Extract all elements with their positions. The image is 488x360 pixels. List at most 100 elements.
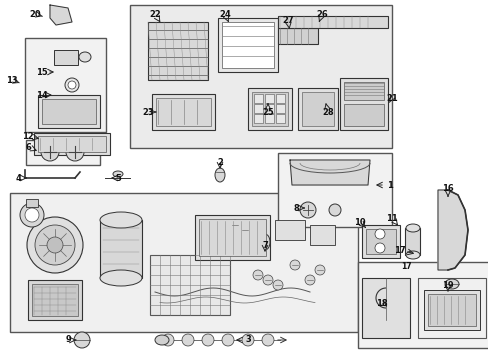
Ellipse shape (374, 243, 384, 253)
Bar (156, 98, 210, 126)
Text: 1: 1 (386, 180, 392, 189)
Text: 4: 4 (15, 174, 21, 183)
Bar (264, 94, 273, 103)
Ellipse shape (162, 334, 174, 346)
Ellipse shape (20, 203, 44, 227)
Bar (309, 225, 334, 245)
Text: 14: 14 (36, 90, 48, 99)
Ellipse shape (113, 171, 123, 177)
Text: 21: 21 (386, 94, 397, 103)
Text: 20: 20 (29, 9, 41, 18)
Text: 16: 16 (441, 184, 453, 193)
Ellipse shape (328, 204, 340, 216)
Bar (42, 99, 96, 124)
Bar (152, 94, 215, 130)
Bar (28, 280, 82, 320)
Text: 11: 11 (386, 213, 397, 222)
Bar (365, 229, 395, 254)
Bar (278, 153, 391, 227)
Bar (32, 284, 78, 316)
Bar (218, 18, 278, 72)
Text: 28: 28 (322, 108, 333, 117)
Bar (199, 219, 265, 256)
Text: 25: 25 (262, 108, 273, 117)
Ellipse shape (47, 237, 63, 253)
Ellipse shape (100, 212, 142, 228)
Ellipse shape (263, 275, 272, 285)
Bar (278, 16, 387, 28)
Ellipse shape (289, 260, 299, 270)
Ellipse shape (27, 217, 83, 273)
Polygon shape (289, 160, 369, 185)
Ellipse shape (35, 225, 75, 265)
Ellipse shape (314, 265, 325, 275)
Ellipse shape (299, 202, 315, 218)
Bar (130, 5, 391, 148)
Text: 3: 3 (244, 336, 250, 345)
Text: 5: 5 (115, 174, 121, 183)
Ellipse shape (405, 224, 419, 232)
Bar (417, 278, 485, 338)
Ellipse shape (74, 332, 90, 348)
Text: 17: 17 (400, 262, 410, 271)
Ellipse shape (240, 225, 249, 235)
Bar (275, 104, 285, 113)
Ellipse shape (41, 143, 59, 161)
Ellipse shape (68, 81, 76, 89)
Polygon shape (50, 5, 72, 25)
Ellipse shape (155, 335, 169, 345)
Text: 18: 18 (375, 298, 387, 307)
Ellipse shape (25, 208, 39, 222)
Bar (404, 228, 419, 255)
Ellipse shape (100, 270, 142, 286)
Bar (10, 193, 357, 332)
Bar (38, 95, 100, 128)
Bar (150, 255, 229, 315)
Ellipse shape (229, 220, 240, 230)
Text: 8: 8 (292, 203, 298, 212)
Bar (357, 262, 488, 348)
Bar (361, 278, 409, 338)
Ellipse shape (202, 334, 214, 346)
Text: 2: 2 (217, 158, 223, 166)
Text: 13: 13 (6, 76, 18, 85)
Bar (339, 78, 387, 130)
Bar (26, 140, 100, 165)
Bar (247, 88, 291, 130)
Text: 23: 23 (142, 108, 154, 117)
Polygon shape (437, 190, 467, 270)
Bar (343, 82, 383, 100)
Text: 7: 7 (262, 240, 267, 249)
Bar (427, 294, 475, 326)
Text: 19: 19 (441, 280, 453, 289)
Bar (25, 38, 106, 132)
Bar (253, 94, 263, 103)
Text: 10: 10 (353, 217, 365, 226)
Text: 17: 17 (393, 246, 405, 255)
Text: 22: 22 (149, 9, 161, 18)
Ellipse shape (252, 270, 263, 280)
Ellipse shape (66, 143, 84, 161)
Bar (195, 215, 269, 260)
Bar (302, 92, 333, 126)
Ellipse shape (215, 168, 224, 182)
Ellipse shape (262, 334, 273, 346)
Ellipse shape (444, 279, 458, 289)
Bar (274, 220, 305, 240)
Bar (38, 136, 106, 152)
Text: 24: 24 (219, 9, 230, 18)
Bar (423, 290, 479, 330)
Bar (222, 22, 273, 68)
Ellipse shape (182, 334, 194, 346)
Text: 26: 26 (315, 9, 327, 18)
Ellipse shape (242, 334, 253, 346)
Ellipse shape (222, 334, 234, 346)
Bar (253, 104, 263, 113)
Bar (54, 50, 78, 65)
Bar (253, 114, 263, 123)
Text: 6: 6 (25, 143, 31, 152)
Bar (278, 28, 317, 44)
Bar (264, 114, 273, 123)
Ellipse shape (272, 280, 283, 290)
Bar (148, 22, 207, 80)
